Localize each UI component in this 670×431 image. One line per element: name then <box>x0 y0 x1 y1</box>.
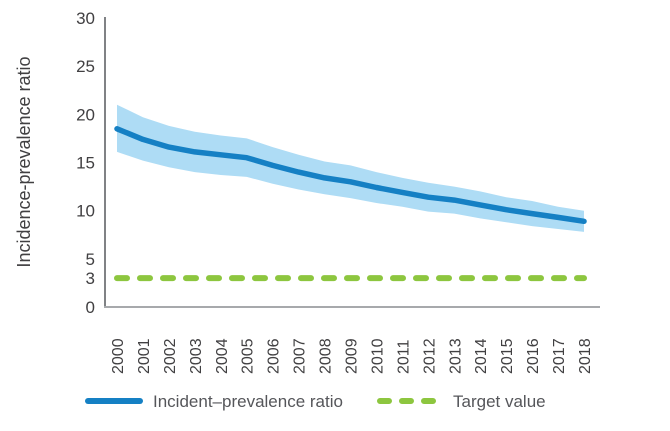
y-tick-label: 3 <box>86 269 95 288</box>
x-tick-label: 2010 <box>369 338 386 374</box>
x-tick-label: 2014 <box>473 338 490 374</box>
legend: Incident–prevalence ratio Target value <box>85 392 546 411</box>
x-tick-label: 2002 <box>162 338 179 374</box>
y-tick-label: 30 <box>76 9 95 28</box>
legend-ipr-label: Incident–prevalence ratio <box>153 392 343 411</box>
x-tick-label: 2018 <box>577 338 594 374</box>
y-tick-label: 5 <box>86 250 95 269</box>
x-tick-label: 2003 <box>188 338 205 374</box>
x-tick-label: 2007 <box>292 338 309 374</box>
x-tick-label: 2013 <box>447 338 464 374</box>
x-tick-label: 2009 <box>344 338 361 374</box>
y-axis-title: Incidence-prevalence ratio <box>14 56 34 267</box>
x-tick-label: 2012 <box>421 338 438 374</box>
y-tick-label: 10 <box>76 202 95 221</box>
x-tick-label: 2004 <box>214 338 231 374</box>
x-tick-label: 2000 <box>110 338 127 374</box>
x-tick-label: 2006 <box>266 338 283 374</box>
incidence-prevalence-line <box>114 126 587 225</box>
x-tick-label: 2001 <box>136 338 153 374</box>
y-axis-tick-labels: 0 35 10 15 20 25 30 <box>76 9 95 317</box>
legend-target-label: Target value <box>453 392 546 411</box>
x-tick-label: 2016 <box>525 338 542 374</box>
x-tick-label: 2005 <box>240 338 257 374</box>
y-tick-label: 20 <box>76 105 95 124</box>
y-tick-label: 25 <box>76 57 95 76</box>
x-tick-label: 2011 <box>395 339 412 374</box>
y-tick-label: 15 <box>76 154 95 173</box>
x-axis-tick-labels: 2000 2001 2002 2003 2004 2005 2006 2007 2008 2009… <box>110 338 594 374</box>
x-tick-label: 2015 <box>499 338 516 374</box>
x-tick-label: 2008 <box>318 338 335 374</box>
y-tick-label: 0 <box>86 298 95 317</box>
x-tick-label: 2017 <box>551 338 568 374</box>
